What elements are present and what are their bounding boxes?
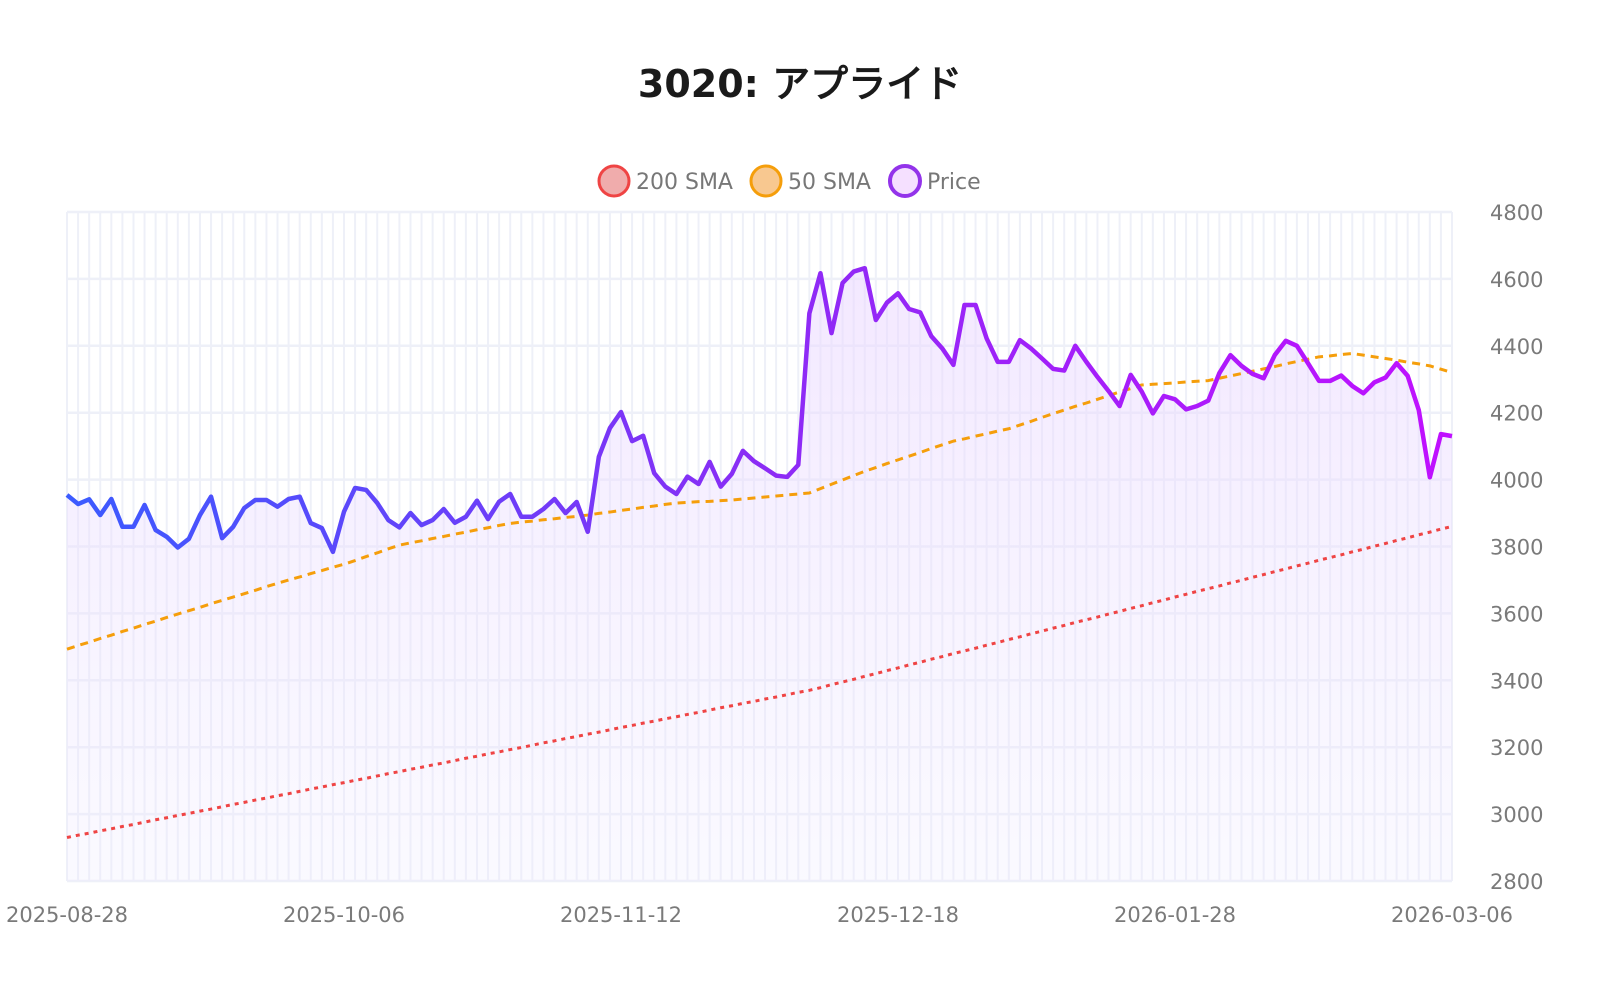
- y-tick-label: 3000: [1490, 803, 1543, 827]
- legend-item-200-sma[interactable]: 200 SMA: [597, 164, 733, 198]
- price-area-fill: [67, 268, 1452, 881]
- x-tick-label: 2025-10-06: [283, 903, 405, 927]
- legend-marker-200-sma: [597, 164, 631, 198]
- legend: 200 SMA 50 SMA Price: [597, 164, 981, 198]
- legend-label-50-sma: 50 SMA: [788, 170, 871, 195]
- plot-area: [65, 265, 1453, 881]
- y-tick-label: 2800: [1490, 870, 1543, 894]
- y-tick-label: 3200: [1490, 736, 1543, 760]
- legend-label-200-sma: 200 SMA: [636, 170, 733, 195]
- y-tick-label: 4400: [1490, 335, 1543, 359]
- y-tick-label: 4600: [1490, 268, 1543, 292]
- y-axis: 2800 3000 3200 3400 3600 3800 4000 4200 4400 4600…: [1490, 201, 1543, 894]
- y-tick-label: 3600: [1490, 602, 1543, 626]
- x-axis: 2025-08-28 2025-10-06 2025-11-12 2025-12-18…: [6, 903, 1513, 927]
- y-tick-label: 4200: [1490, 402, 1543, 426]
- x-tick-label: 2025-08-28: [6, 903, 128, 927]
- legend-marker-price: [888, 164, 922, 198]
- x-tick-label: 2025-12-18: [837, 903, 959, 927]
- x-tick-label: 2026-01-28: [1114, 903, 1236, 927]
- y-tick-label: 3800: [1490, 536, 1543, 560]
- x-tick-label: 2026-03-06: [1391, 903, 1513, 927]
- y-tick-label: 3400: [1490, 669, 1543, 693]
- legend-item-50-sma[interactable]: 50 SMA: [749, 164, 871, 198]
- legend-marker-50-sma: [749, 164, 783, 198]
- legend-label-price: Price: [927, 170, 981, 195]
- y-tick-label: 4000: [1490, 469, 1543, 493]
- series-line-200-sma: [66, 524, 1453, 839]
- x-tick-label: 2025-11-12: [560, 903, 682, 927]
- y-tick-label: 4800: [1490, 201, 1543, 225]
- legend-item-price[interactable]: Price: [888, 164, 981, 198]
- series-line-price: [65, 265, 1453, 555]
- chart-title: 3020: アプライド: [638, 62, 962, 106]
- series-line-50-sma: [66, 351, 1453, 651]
